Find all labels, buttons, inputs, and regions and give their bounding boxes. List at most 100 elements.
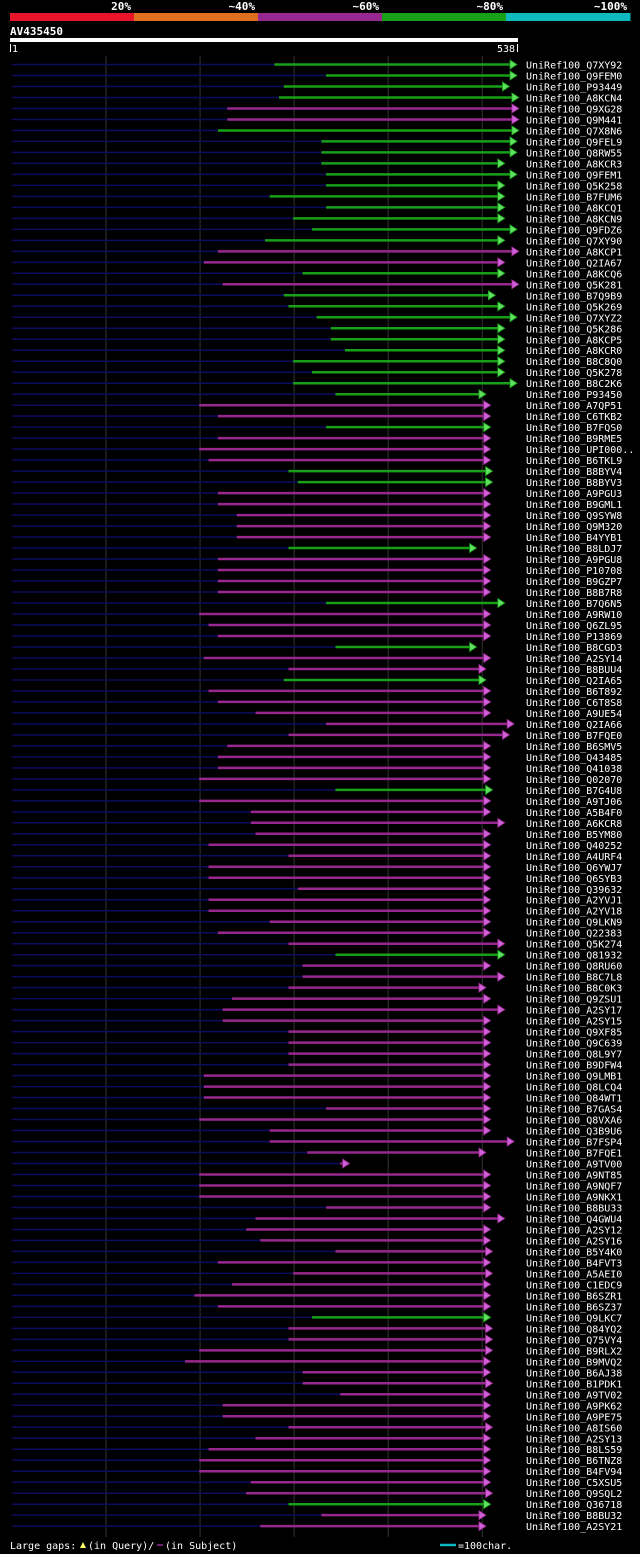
hit-label[interactable]: UniRef100_Q9M320 [526,522,622,533]
hit-label[interactable]: UniRef100_B8BUU4 [526,665,622,676]
hit-label[interactable]: UniRef100_A2SY15 [526,1017,622,1028]
hit-label[interactable]: UniRef100_A9RW10 [526,610,622,621]
hit-label[interactable]: UniRef100_B9GML1 [526,500,622,511]
hit-label[interactable]: UniRef100_B6T892 [526,687,622,698]
hit-label[interactable]: UniRef100_B9RME5 [526,434,622,445]
hit-label[interactable]: UniRef100_B7Q6N5 [526,599,622,610]
hit-label[interactable]: UniRef100_Q9SQL2 [526,1489,622,1500]
hit-label[interactable]: UniRef100_B7FUM6 [526,192,622,203]
hit-label[interactable]: UniRef100_A8KCQ1 [526,203,622,214]
hit-label[interactable]: UniRef100_Q75VY4 [526,1335,622,1346]
hit-label[interactable]: UniRef100_Q2IA67 [526,258,622,269]
hit-label[interactable]: UniRef100_A8KCQ6 [526,269,622,280]
hit-label[interactable]: UniRef100_A2SY17 [526,1006,622,1017]
hit-label[interactable]: UniRef100_A9TV02 [526,1390,622,1401]
hit-label[interactable]: UniRef100_Q4GWU4 [526,1214,622,1225]
hit-label[interactable]: UniRef100_Q43485 [526,753,622,764]
hit-label[interactable]: UniRef100_Q9XG28 [526,104,622,115]
hit-label[interactable]: UniRef100_A9UE54 [526,709,622,720]
hit-label[interactable]: UniRef100_Q5K278 [526,368,622,379]
hit-label[interactable]: UniRef100_Q7XY90 [526,236,622,247]
hit-label[interactable]: UniRef100_Q6ZL95 [526,621,622,632]
hit-label[interactable]: UniRef100_Q9FEM1 [526,170,622,181]
hit-label[interactable]: UniRef100_Q9M441 [526,115,622,126]
hit-label[interactable]: UniRef100_B5YM80 [526,830,622,841]
hit-label[interactable]: UniRef100_B7GAS4 [526,1105,622,1116]
hit-label[interactable]: UniRef100_Q5K274 [526,940,622,951]
hit-label[interactable]: UniRef100_B8BU32 [526,1511,622,1522]
hit-label[interactable]: UniRef100_B7FQE1 [526,1149,622,1160]
hit-label[interactable]: UniRef100_A4URF4 [526,852,622,863]
hit-label[interactable]: UniRef100_Q3B9U6 [526,1127,622,1138]
hit-label[interactable]: UniRef100_Q02070 [526,775,622,786]
hit-label[interactable]: UniRef100_P93450 [526,390,622,401]
hit-label[interactable]: UniRef100_C5XSU5 [526,1478,622,1489]
hit-label[interactable]: UniRef100_B8LS59 [526,1445,622,1456]
hit-label[interactable]: UniRef100_B6SZ37 [526,1302,622,1313]
hit-label[interactable]: UniRef100_Q6SYB3 [526,874,622,885]
hit-label[interactable]: UniRef100_P13869 [526,632,622,643]
hit-label[interactable]: UniRef100_A2SY14 [526,654,622,665]
hit-label[interactable]: UniRef100_C6TKB2 [526,412,622,423]
hit-label[interactable]: UniRef100_Q6YWJ7 [526,863,622,874]
hit-label[interactable]: UniRef100_A9PE75 [526,1412,622,1423]
hit-label[interactable]: UniRef100_Q41038 [526,764,622,775]
hit-label[interactable]: UniRef100_B6AJ38 [526,1368,622,1379]
hit-label[interactable]: UniRef100_A2SY21 [526,1522,622,1533]
hit-label[interactable]: UniRef100_B7FQE0 [526,731,622,742]
hit-label[interactable]: UniRef100_Q39632 [526,885,622,896]
hit-label[interactable]: UniRef100_B8LDJ7 [526,544,622,555]
hit-label[interactable]: UniRef100_A8KCP5 [526,335,622,346]
hit-label[interactable]: UniRef100_B8C2K6 [526,379,622,390]
hit-label[interactable]: UniRef100_B8C0K3 [526,984,622,995]
hit-label[interactable]: UniRef100_B5Y4K0 [526,1247,622,1258]
hit-label[interactable]: UniRef100_C6T8S8 [526,698,622,709]
hit-label[interactable]: UniRef100_Q8L9Y7 [526,1050,622,1061]
hit-label[interactable]: UniRef100_A8KCN4 [526,93,622,104]
hit-label[interactable]: UniRef100_Q7X8N6 [526,126,622,137]
hit-label[interactable]: UniRef100_Q9C639 [526,1039,622,1050]
hit-label[interactable]: UniRef100_B4YYB1 [526,533,622,544]
hit-label[interactable]: UniRef100_B9MVQ2 [526,1357,622,1368]
hit-label[interactable]: UniRef100_A2SY13 [526,1434,622,1445]
hit-label[interactable]: UniRef100_Q9FEL9 [526,137,622,148]
hit-label[interactable]: UniRef100_A2SY12 [526,1225,622,1236]
hit-label[interactable]: UniRef100_A9NQF7 [526,1181,622,1192]
hit-label[interactable]: UniRef100_B8C7L8 [526,973,622,984]
hit-label[interactable]: UniRef100_Q7XYZ2 [526,313,622,324]
hit-label[interactable]: UniRef100_A9NKX1 [526,1192,622,1203]
hit-label[interactable]: UniRef100_Q8VXA6 [526,1116,622,1127]
hit-label[interactable]: UniRef100_A5B4F0 [526,808,622,819]
hit-label[interactable]: UniRef100_B8B7R8 [526,588,622,599]
hit-label[interactable]: UniRef100_B6TKL9 [526,456,622,467]
hit-label[interactable]: UniRef100_Q9SYW8 [526,511,622,522]
hit-label[interactable]: UniRef100_Q9LKN9 [526,918,622,929]
hit-label[interactable]: UniRef100_A2SY16 [526,1236,622,1247]
hit-label[interactable]: UniRef100_Q36718 [526,1500,622,1511]
hit-label[interactable]: UniRef100_A9PK62 [526,1401,622,1412]
hit-label[interactable]: UniRef100_Q5K286 [526,324,622,335]
hit-label[interactable]: UniRef100_Q5K281 [526,280,622,291]
hit-label[interactable]: UniRef100_Q9LKC7 [526,1313,622,1324]
hit-label[interactable]: UniRef100_A8KCP1 [526,247,622,258]
hit-label[interactable]: UniRef100_A9PGU3 [526,489,622,500]
hit-label[interactable]: UniRef100_A9TV00 [526,1160,622,1171]
hit-label[interactable]: UniRef100_A9PGU8 [526,555,622,566]
hit-label[interactable]: UniRef100_Q2IA66 [526,720,622,731]
hit-label[interactable]: UniRef100_Q81932 [526,951,622,962]
hit-label[interactable]: UniRef100_A8KCR0 [526,346,622,357]
hit-label[interactable]: UniRef100_Q9XF85 [526,1028,622,1039]
hit-label[interactable]: UniRef100_A8KCN9 [526,214,622,225]
hit-label[interactable]: UniRef100_Q22383 [526,929,622,940]
hit-label[interactable]: UniRef100_B6SMV5 [526,742,622,753]
hit-label[interactable]: UniRef100_Q5K258 [526,181,622,192]
hit-label[interactable]: UniRef100_B9GZP7 [526,577,622,588]
hit-label[interactable]: UniRef100_B7G4U8 [526,786,622,797]
hit-label[interactable]: UniRef100_A9NT85 [526,1170,622,1181]
hit-label[interactable]: UniRef100_Q8RU60 [526,962,622,973]
hit-label[interactable]: UniRef100_A6KCR8 [526,819,622,830]
hit-label[interactable]: UniRef100_B7FQS0 [526,423,622,434]
hit-label[interactable]: UniRef100_B8BU33 [526,1203,622,1214]
hit-label[interactable]: UniRef100_Q9FDZ6 [526,225,622,236]
hit-label[interactable]: UniRef100_B8C8Q0 [526,357,622,368]
